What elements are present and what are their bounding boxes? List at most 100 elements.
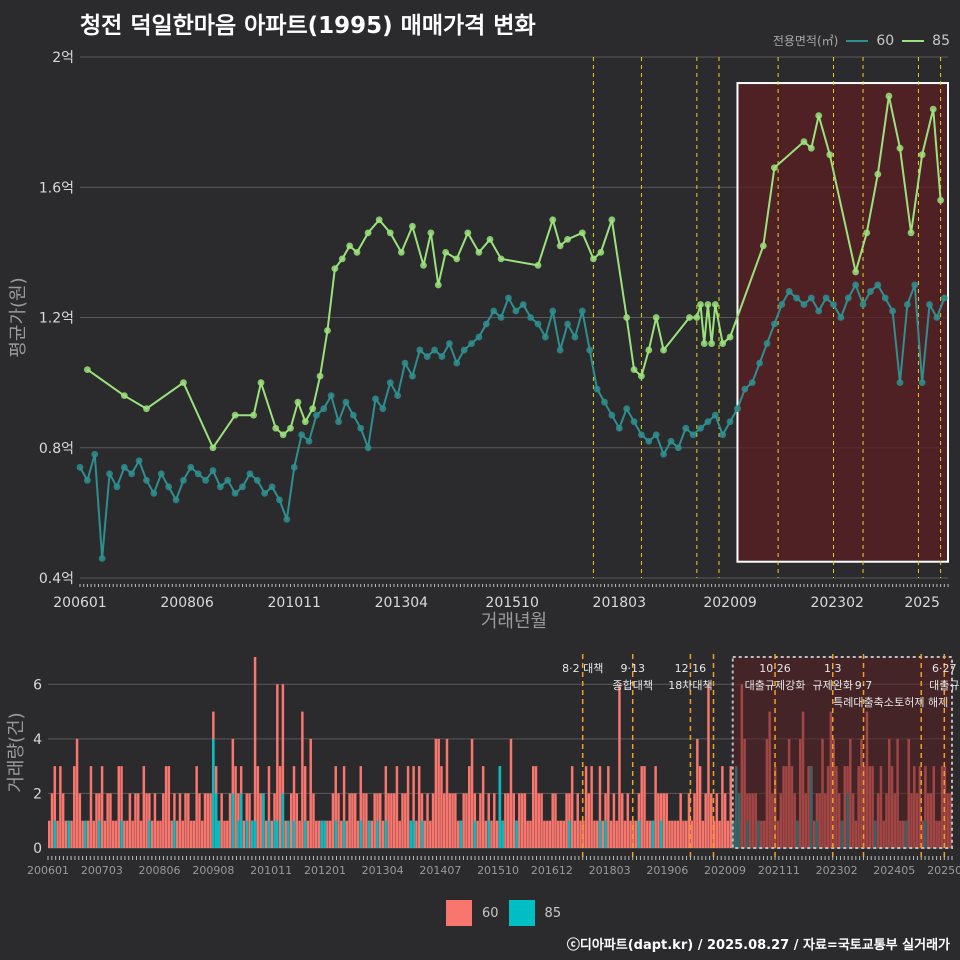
data-point-85 <box>250 411 257 419</box>
bar-60 <box>120 766 123 848</box>
bar-60 <box>493 793 496 848</box>
data-point-60 <box>556 346 564 354</box>
bar-60 <box>59 766 62 848</box>
data-point-60 <box>98 555 106 562</box>
data-point-60 <box>438 353 446 360</box>
bar-60 <box>61 793 65 848</box>
bar-60 <box>615 820 618 848</box>
bar-60 <box>643 766 646 848</box>
policy-annotation: 토허제 해제 <box>894 695 948 709</box>
bar-60 <box>331 793 335 848</box>
bar-60 <box>465 793 468 848</box>
bar-60 <box>200 820 204 848</box>
bar-60 <box>690 820 694 848</box>
bar-60 <box>187 793 190 848</box>
bar-85 <box>359 820 363 848</box>
data-point-60 <box>497 314 505 321</box>
bar-60 <box>164 766 168 848</box>
bar-60 <box>710 793 713 848</box>
bar-60 <box>195 766 198 848</box>
bar-85 <box>651 820 655 848</box>
bar-85 <box>376 820 379 848</box>
bar-60 <box>342 766 346 848</box>
bar-60 <box>264 820 268 848</box>
data-point-85 <box>759 242 767 250</box>
bar-60 <box>707 684 710 848</box>
legend-box-85 <box>508 900 535 926</box>
bar-60 <box>328 820 332 848</box>
data-point-85 <box>549 216 557 224</box>
bar-60 <box>698 766 702 848</box>
data-point-85 <box>316 372 324 380</box>
bar-60 <box>404 793 407 848</box>
bar-60 <box>103 820 107 848</box>
bar-60 <box>437 738 440 848</box>
policy-annotation: 1·3 <box>824 662 842 675</box>
data-point-85 <box>800 138 808 146</box>
bar-x-tick-label: 200703 <box>81 864 123 877</box>
bar-60 <box>267 766 271 848</box>
data-point-60 <box>209 467 217 474</box>
data-point-85 <box>475 248 483 256</box>
bar-85 <box>515 820 518 848</box>
data-point-85 <box>272 424 280 432</box>
data-point-60 <box>76 463 84 471</box>
bar-60 <box>401 793 404 848</box>
bar-60 <box>175 820 179 848</box>
data-point-85 <box>686 314 693 321</box>
data-point-85 <box>442 248 450 256</box>
data-point-60 <box>231 489 239 497</box>
bar-60 <box>537 793 541 848</box>
bar-60 <box>429 820 432 848</box>
bar-85 <box>659 820 663 848</box>
policy-annotation: 6·27 <box>932 662 957 675</box>
bar-x-tick-label: 201612 <box>531 864 573 877</box>
bar-60 <box>50 793 54 848</box>
data-point-60 <box>564 320 571 328</box>
bar-85 <box>409 820 413 848</box>
data-point-60 <box>689 431 697 439</box>
data-point-85 <box>420 262 427 269</box>
bar-60 <box>106 793 109 848</box>
data-point-85 <box>346 242 354 250</box>
bar-60 <box>381 820 385 848</box>
x-tick-label: 201510 <box>485 595 538 611</box>
bar-60 <box>456 820 460 848</box>
data-point-85 <box>486 235 494 243</box>
bar-60 <box>89 766 93 848</box>
bar-60 <box>623 820 627 848</box>
data-point-60 <box>372 395 379 403</box>
data-point-60 <box>748 379 756 387</box>
data-point-85 <box>324 327 331 334</box>
bar-x-tick-label: 200908 <box>192 864 234 877</box>
legend-swatch-60 <box>846 39 869 42</box>
data-point-60 <box>327 392 335 400</box>
data-point-60 <box>763 340 771 347</box>
data-point-60 <box>800 301 808 308</box>
credit-text: ⓒ디아파트(dapt.kr) / 2025.08.27 / 자료=국토교통부 실… <box>566 938 950 953</box>
bar-85 <box>384 820 388 848</box>
data-point-85 <box>807 144 815 152</box>
bar-60 <box>145 793 148 848</box>
bar-60 <box>334 766 337 848</box>
data-point-60 <box>807 294 815 302</box>
data-point-85 <box>287 424 294 432</box>
data-point-85 <box>453 255 461 263</box>
bar-60 <box>598 766 602 848</box>
bar-60 <box>123 820 126 848</box>
data-point-85 <box>708 340 716 347</box>
data-point-85 <box>564 235 571 243</box>
bar-85 <box>303 820 307 848</box>
data-point-60 <box>120 463 128 471</box>
data-point-85 <box>434 281 442 289</box>
data-point-85 <box>257 379 265 387</box>
bar-60 <box>92 820 95 848</box>
bar-x-tick-label: 201906 <box>646 864 688 877</box>
bar-85 <box>276 820 279 848</box>
bar-60 <box>448 793 452 848</box>
data-point-60 <box>741 385 749 393</box>
data-point-60 <box>409 372 416 380</box>
bar-60 <box>198 793 201 848</box>
bar-60 <box>417 766 421 848</box>
bar-x-tick-label: 202009 <box>704 864 746 877</box>
